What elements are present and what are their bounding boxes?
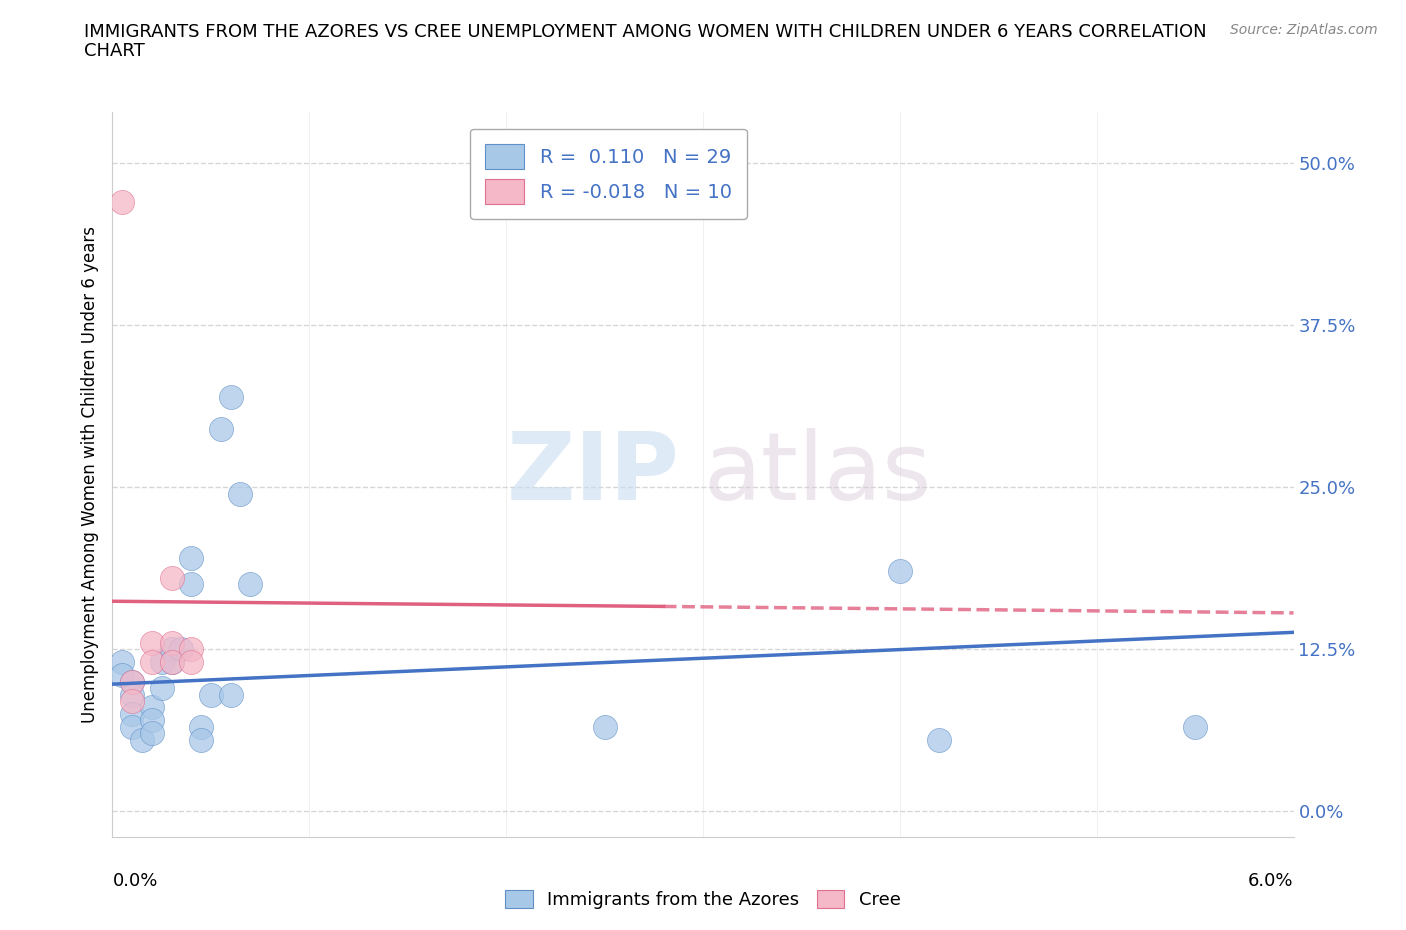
Point [121,720,143,735]
Point [593,720,616,735]
Text: ZIP: ZIP [506,429,679,520]
Point [121,674,143,689]
Point [141,713,163,728]
Point [200,687,222,702]
Point [141,655,163,670]
Point [170,642,193,657]
Point [160,570,183,585]
Point [160,655,183,670]
Point [190,720,212,735]
Point [160,655,183,670]
Point [111,195,134,210]
Point [180,551,202,566]
Point [150,681,173,696]
Point [141,726,163,741]
Point [239,577,262,591]
Point [141,635,163,650]
Point [111,668,134,683]
Point [229,486,252,501]
Point [121,694,143,709]
Point [121,687,143,702]
Text: atlas: atlas [703,429,931,520]
Point [180,577,202,591]
Point [209,421,232,436]
Point [928,733,950,748]
Point [889,564,911,578]
Text: 0.0%: 0.0% [112,871,157,890]
Point [141,700,163,715]
Point [160,642,183,657]
Text: IMMIGRANTS FROM THE AZORES VS CREE UNEMPLOYMENT AMONG WOMEN WITH CHILDREN UNDER : IMMIGRANTS FROM THE AZORES VS CREE UNEMP… [84,23,1206,41]
Point [150,655,173,670]
Point [131,733,153,748]
Point [1184,720,1206,735]
Text: CHART: CHART [84,42,145,60]
Point [219,389,242,404]
Text: Source: ZipAtlas.com: Source: ZipAtlas.com [1230,23,1378,37]
Legend: Immigrants from the Azores, Cree: Immigrants from the Azores, Cree [498,883,908,916]
Point [121,707,143,722]
Point [180,655,202,670]
Y-axis label: Unemployment Among Women with Children Under 6 years: Unemployment Among Women with Children U… [80,226,98,723]
Point [160,635,183,650]
Point [121,674,143,689]
Point [111,655,134,670]
Point [180,642,202,657]
Point [190,733,212,748]
Point [219,687,242,702]
Text: 6.0%: 6.0% [1249,871,1294,890]
Legend: R =  0.110   N = 29, R = -0.018   N = 10: R = 0.110 N = 29, R = -0.018 N = 10 [470,128,748,219]
